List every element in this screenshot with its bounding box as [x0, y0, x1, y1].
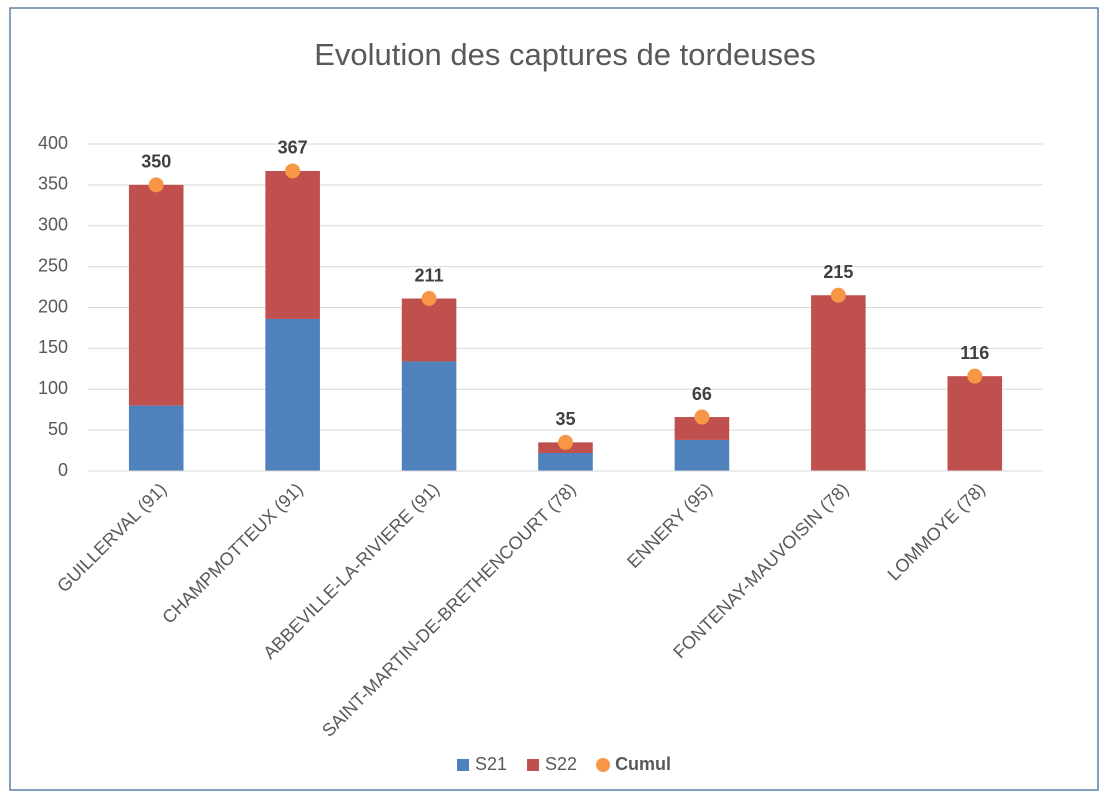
cumul-point	[285, 163, 301, 179]
y-tick-label: 150	[38, 337, 68, 357]
legend-marker	[596, 758, 611, 772]
bar-segment	[128, 184, 184, 406]
cumul-point	[830, 287, 846, 303]
bar-segment	[538, 453, 593, 471]
chart-frame	[9, 7, 1099, 791]
bar-segment	[401, 361, 457, 471]
cumul-point	[148, 177, 164, 193]
data-label: 35	[555, 409, 575, 429]
cumul-point	[967, 368, 983, 384]
y-tick-label: 0	[58, 460, 68, 480]
chart-title: Evolution des captures de tordeuses	[314, 37, 815, 72]
bar-segment	[265, 318, 320, 471]
legend-label: Cumul	[615, 754, 671, 774]
data-label: 66	[692, 384, 712, 404]
data-label: 350	[141, 152, 171, 172]
data-label: 367	[278, 138, 308, 158]
legend-marker	[457, 759, 469, 771]
legend-marker	[527, 759, 540, 771]
data-label: 116	[960, 343, 989, 363]
bar-segment	[128, 405, 184, 471]
y-tick-label: 100	[38, 378, 68, 398]
cumul-point	[558, 434, 573, 450]
bar-segment	[265, 170, 320, 319]
data-label: 215	[823, 262, 853, 282]
cumul-point	[421, 291, 437, 307]
legend-label: S21	[475, 754, 507, 774]
y-tick-label: 200	[38, 296, 68, 316]
y-tick-label: 50	[48, 419, 68, 439]
bar-segment	[401, 298, 457, 362]
y-tick-label: 350	[38, 174, 68, 194]
bar-segment	[674, 439, 730, 471]
bar-segment	[674, 417, 730, 440]
legend-label: S22	[545, 754, 577, 774]
data-label: 211	[415, 265, 444, 285]
bar-segment	[947, 376, 1003, 471]
cumul-point	[694, 409, 710, 425]
y-tick-label: 400	[38, 133, 68, 153]
bar-segment	[811, 295, 866, 471]
y-tick-label: 250	[38, 255, 68, 275]
y-tick-label: 300	[38, 215, 68, 235]
